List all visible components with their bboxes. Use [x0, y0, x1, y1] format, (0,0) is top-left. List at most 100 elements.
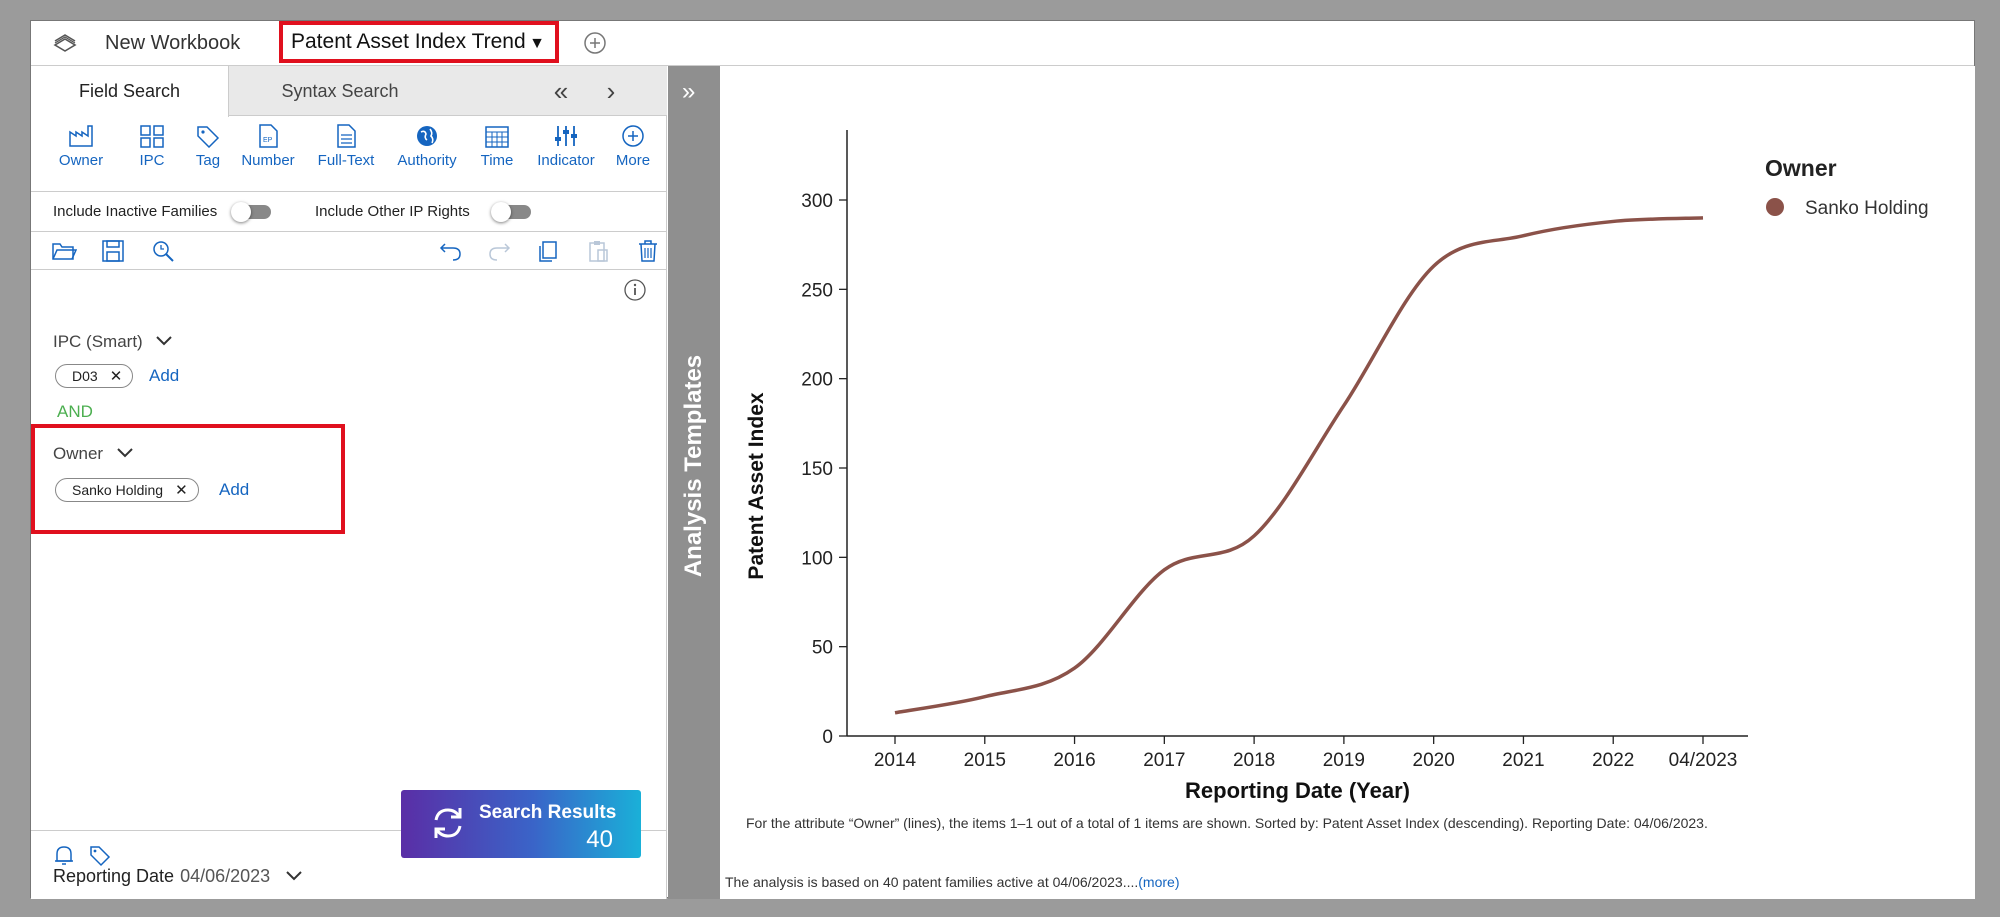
copy-icon[interactable]	[537, 240, 559, 267]
reporting-date-label: Reporting Date	[53, 866, 175, 886]
action-toolbar	[31, 232, 667, 270]
workbook-title[interactable]: New Workbook	[105, 31, 241, 54]
legend-marker	[1766, 198, 1784, 216]
search-tabs: Field Search Syntax Search « ›	[31, 66, 667, 117]
chart-caption: For the attribute “Owner” (lines), the i…	[746, 815, 1708, 831]
chevron-down-icon[interactable]	[116, 444, 134, 463]
y-tick-label: 50	[812, 638, 833, 659]
chip-label: Sanko Holding	[72, 482, 164, 498]
factory-icon	[69, 125, 93, 147]
redo-icon[interactable]	[487, 240, 511, 267]
double-chevron-right-icon[interactable]: »	[682, 78, 696, 105]
indicator-field-button[interactable]: Indicator	[531, 124, 601, 169]
save-icon[interactable]	[101, 240, 125, 267]
calendar-icon	[485, 126, 509, 148]
fulltext-field-button[interactable]: Full-Text	[311, 124, 381, 169]
tab-syntax-search[interactable]: Syntax Search	[281, 80, 399, 101]
ipc-chip[interactable]: D03 ✕	[55, 364, 134, 388]
x-tick-label: 2017	[1143, 750, 1185, 771]
search-history-icon[interactable]	[151, 240, 175, 267]
number-field-button[interactable]: EP Number	[235, 124, 301, 169]
owner-label-text: Owner	[53, 444, 104, 463]
ipc-add-link[interactable]: Add	[149, 366, 180, 385]
close-icon[interactable]: ✕	[175, 482, 188, 499]
ipc-criterion-label[interactable]: IPC (Smart)	[53, 332, 173, 352]
layers-icon[interactable]	[51, 21, 79, 65]
plus-circle-icon[interactable]	[583, 21, 607, 65]
reporting-date-selector[interactable]: Reporting Date 04/06/2023	[53, 866, 303, 887]
chevron-right-icon[interactable]: ›	[606, 75, 616, 106]
legend-title: Owner	[1765, 155, 1837, 181]
and-operator[interactable]: AND	[57, 402, 93, 421]
field-label: Indicator	[537, 152, 595, 169]
workbook-bar: New Workbook Patent Asset Index Trend ▼	[31, 21, 1974, 66]
document-ep-icon: EP	[259, 124, 278, 148]
owner-add-link[interactable]: Add	[219, 480, 250, 499]
x-tick-label: 2015	[964, 750, 1006, 771]
inactive-families-toggle[interactable]	[231, 202, 273, 222]
line-chart: 0 50 100 150 200 250 300 2014 2015 2016 2017 2018 2…	[745, 130, 1929, 803]
bell-icon[interactable]	[53, 843, 75, 872]
time-field-button[interactable]: Time	[477, 124, 517, 169]
chip-label: D03	[72, 368, 98, 384]
x-tick-label: 2019	[1323, 750, 1365, 771]
refresh-icon	[431, 804, 465, 847]
x-tick-label: 2016	[1053, 750, 1095, 771]
field-label: Number	[241, 152, 295, 169]
caret-down-icon[interactable]: ▼	[529, 35, 545, 52]
tab-label: Patent Asset Index Trend	[291, 30, 526, 53]
field-toolbar: Owner IPC Tag EP Number Full-Text Author…	[31, 116, 667, 192]
search-results-button[interactable]: Search Results 40	[401, 790, 641, 858]
plus-circle-icon	[622, 125, 644, 147]
tab-patent-asset-index-trend[interactable]: Patent Asset Index Trend ▼	[279, 21, 559, 63]
authority-field-button[interactable]: Authority	[391, 124, 463, 169]
close-icon[interactable]: ✕	[109, 368, 123, 385]
folder-open-icon[interactable]	[51, 240, 78, 267]
double-chevron-left-icon[interactable]: «	[553, 75, 569, 106]
ipc-label-text: IPC (Smart)	[53, 332, 143, 351]
field-label: Tag	[195, 152, 221, 169]
ipc-field-button[interactable]: IPC	[135, 124, 169, 169]
legend-label[interactable]: Sanko Holding	[1805, 198, 1929, 219]
chevron-down-icon[interactable]	[155, 332, 173, 351]
paste-icon[interactable]	[587, 240, 609, 267]
more-field-button[interactable]: More	[609, 124, 657, 169]
search-results-label: Search Results	[479, 802, 617, 823]
field-label: Full-Text	[317, 152, 375, 169]
tab-field-search[interactable]: Field Search	[31, 66, 229, 117]
search-panel: Field Search Syntax Search « › Owner IPC…	[31, 66, 667, 899]
info-icon[interactable]	[623, 278, 647, 307]
analysis-templates-sidebar[interactable]: » Analysis Templates	[668, 66, 720, 899]
y-tick-label: 250	[801, 280, 833, 301]
series-line-sanko-holding[interactable]	[894, 216, 1704, 715]
chevron-down-icon[interactable]	[285, 866, 303, 886]
trash-icon[interactable]	[637, 240, 659, 267]
search-results-count: 40	[586, 826, 613, 853]
inactive-families-label: Include Inactive Families	[53, 203, 218, 220]
undo-icon[interactable]	[439, 240, 463, 267]
globe-icon	[417, 126, 437, 146]
owner-chip[interactable]: Sanko Holding ✕	[55, 478, 199, 502]
field-label: More	[615, 152, 651, 169]
chart-panel: 0 50 100 150 200 250 300 2014 2015 2016 2017 2018 2…	[720, 66, 1975, 899]
tag-field-button[interactable]: Tag	[191, 124, 225, 169]
y-tick-label: 200	[801, 370, 833, 391]
other-ip-toggle[interactable]	[491, 202, 533, 222]
search-footer	[31, 830, 667, 899]
field-label: IPC	[139, 152, 165, 169]
y-tick-label: 300	[801, 191, 833, 212]
toggle-row: Include Inactive Families Include Other …	[31, 192, 667, 232]
footnote-text: The analysis is based on 40 patent famil…	[725, 874, 1139, 890]
more-link[interactable]: (more)	[1138, 874, 1180, 890]
tag-icon[interactable]	[89, 845, 111, 872]
owner-criterion-label[interactable]: Owner	[53, 444, 134, 464]
sliders-icon	[555, 126, 577, 146]
y-tick-label: 0	[822, 727, 833, 748]
y-axis-title: Patent Asset Index	[745, 392, 768, 579]
x-tick-label: 2022	[1592, 750, 1634, 771]
owner-criterion-highlight	[31, 424, 345, 534]
field-label: Authority	[397, 152, 457, 169]
owner-field-button[interactable]: Owner	[51, 124, 111, 169]
app-window: New Workbook Patent Asset Index Trend ▼ …	[30, 20, 1975, 899]
x-tick-label: 04/2023	[1669, 750, 1738, 771]
